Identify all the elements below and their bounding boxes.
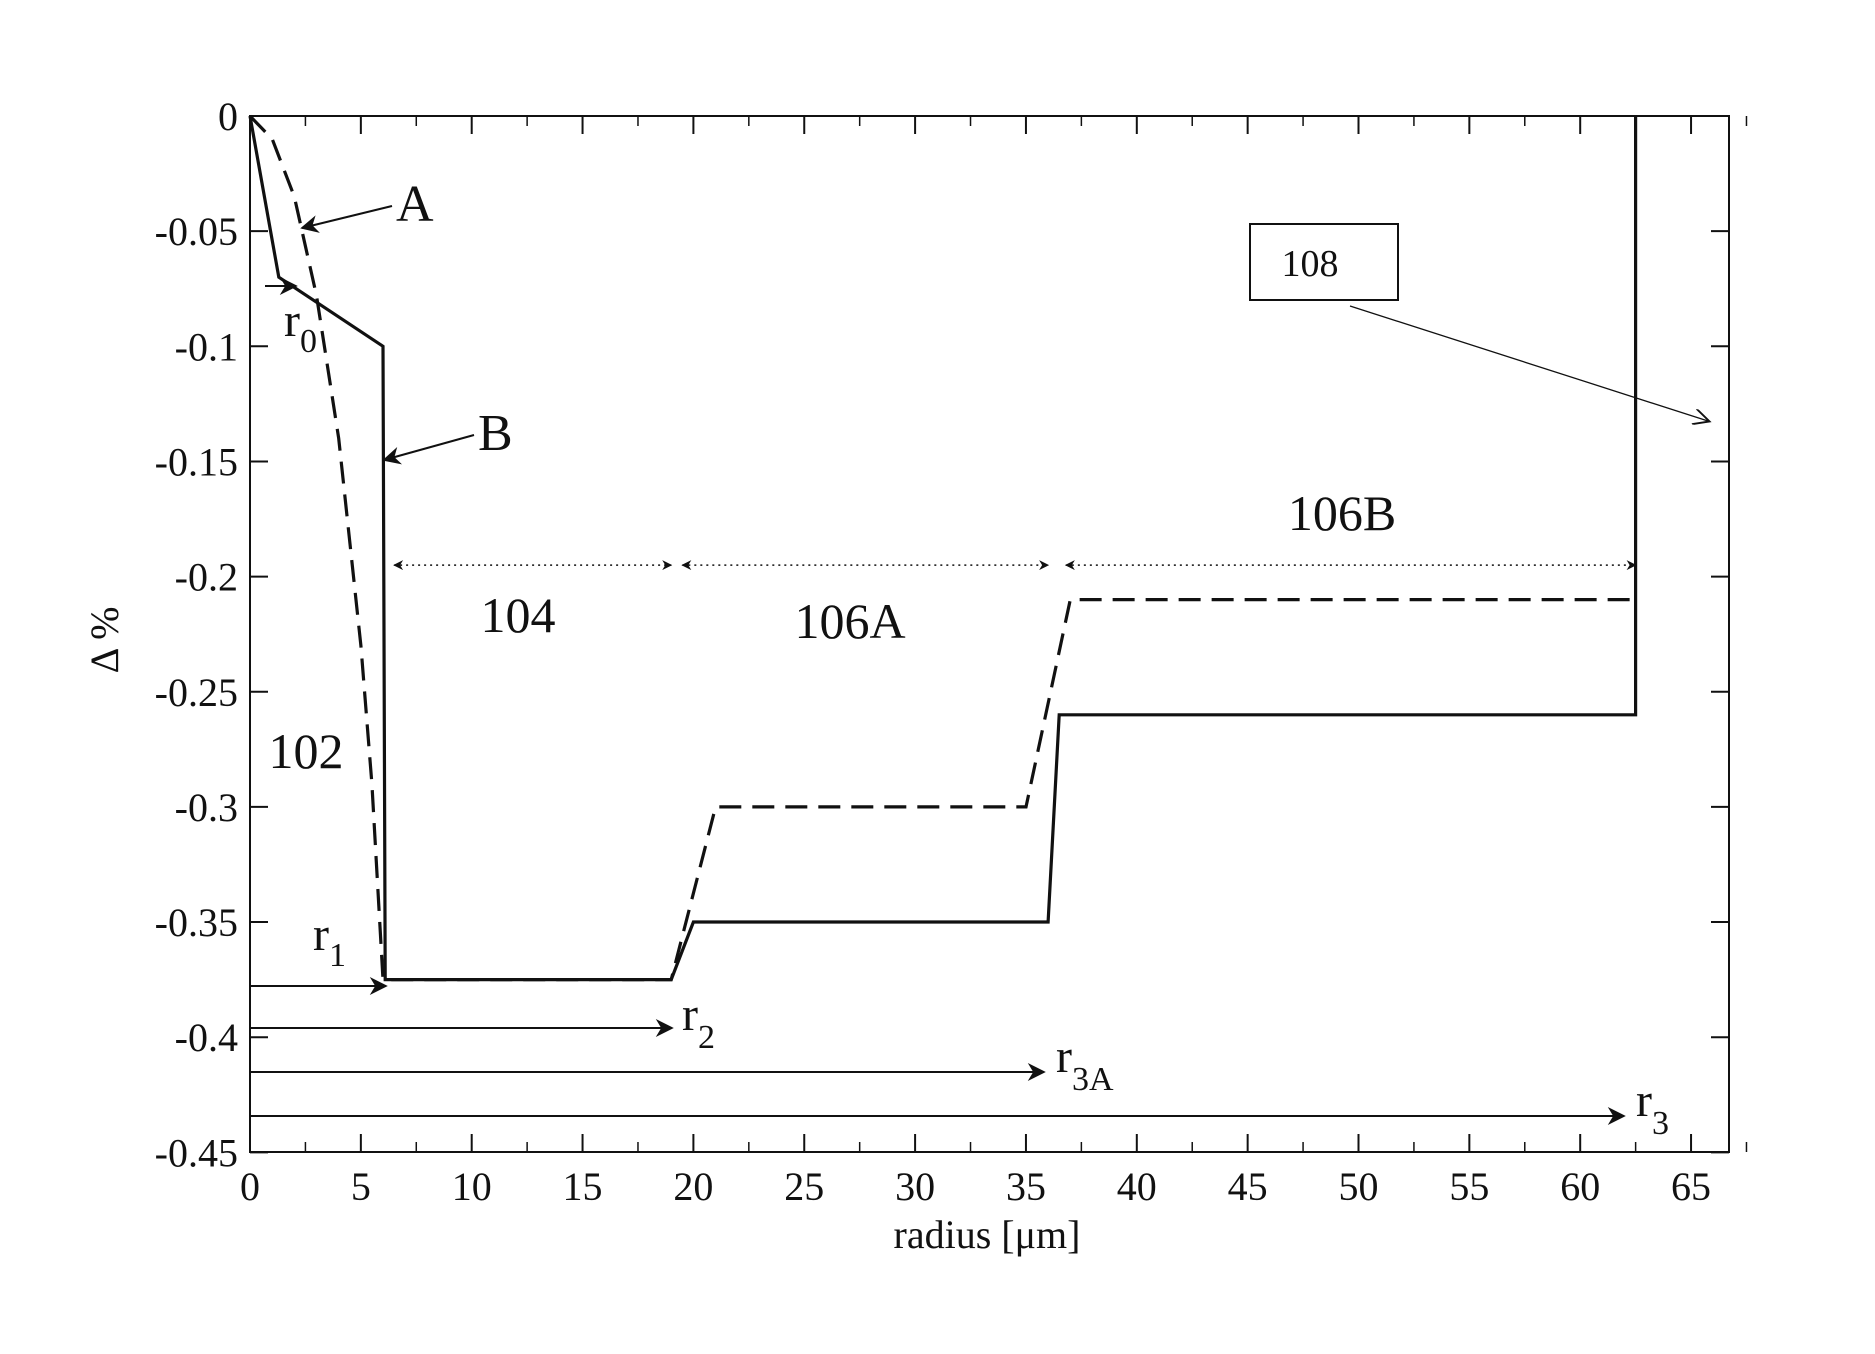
y-tick-label: -0.25 [155,670,238,715]
y-tick-label: -0.3 [175,785,238,830]
x-tick-label: 60 [1560,1164,1600,1209]
y-axis-ticks: 0 -0.05 -0.1 -0.15 -0.2 -0.25 -0.3 -0.35 -0.4 -0.… [155,94,1729,1175]
y-tick-label: -0.35 [155,900,238,945]
y-tick-label: 0 [218,94,238,139]
series-line-a [250,116,1636,980]
x-tick-label: 30 [895,1164,935,1209]
x-tick-label: 20 [673,1164,713,1209]
r3-label: r3 [1636,1074,1669,1142]
y-tick-label: -0.2 [175,555,238,600]
x-tick-label: 35 [1006,1164,1046,1209]
region-label-102: 102 [269,723,344,779]
curve-label-b-arrow [384,435,474,460]
x-axis-ticks: 0 5 10 15 20 25 30 35 40 45 50 55 60 65 [240,116,1746,1209]
curve-label-a-arrow [302,206,392,228]
x-tick-label: 0 [240,1164,260,1209]
y-tick-label: -0.1 [175,324,238,369]
plot-frame [250,116,1729,1152]
label-box-108-arrow [1350,306,1708,421]
x-tick-label: 50 [1339,1164,1379,1209]
x-tick-label: 40 [1117,1164,1157,1209]
x-axis-label: radius [μm] [894,1212,1081,1257]
y-tick-label: -0.05 [155,209,238,254]
x-tick-label: 55 [1449,1164,1489,1209]
y-tick-label: -0.15 [155,439,238,484]
label-box-108-text: 108 [1282,243,1339,285]
region-label-106b: 106B [1288,485,1396,541]
x-tick-label: 10 [452,1164,492,1209]
curve-label-a: A [396,176,434,233]
y-axis-label: Δ % [82,607,127,674]
x-tick-label: 65 [1671,1164,1711,1209]
series-line-b [250,116,1636,980]
y-tick-label: -0.4 [175,1015,238,1060]
r0-label: r0 [284,294,317,360]
series-layer [250,116,1636,980]
r1-label: r1 [313,908,346,974]
region-label-104: 104 [481,587,556,643]
x-tick-label: 5 [351,1164,371,1209]
curve-label-b: B [478,405,513,462]
x-tick-label: 25 [784,1164,824,1209]
y-tick-label: -0.45 [155,1130,238,1175]
region-label-106a: 106A [794,593,905,649]
x-tick-label: 45 [1228,1164,1268,1209]
r2-label: r2 [682,988,715,1056]
r3a-label: r3A [1056,1030,1114,1098]
x-tick-label: 15 [563,1164,603,1209]
